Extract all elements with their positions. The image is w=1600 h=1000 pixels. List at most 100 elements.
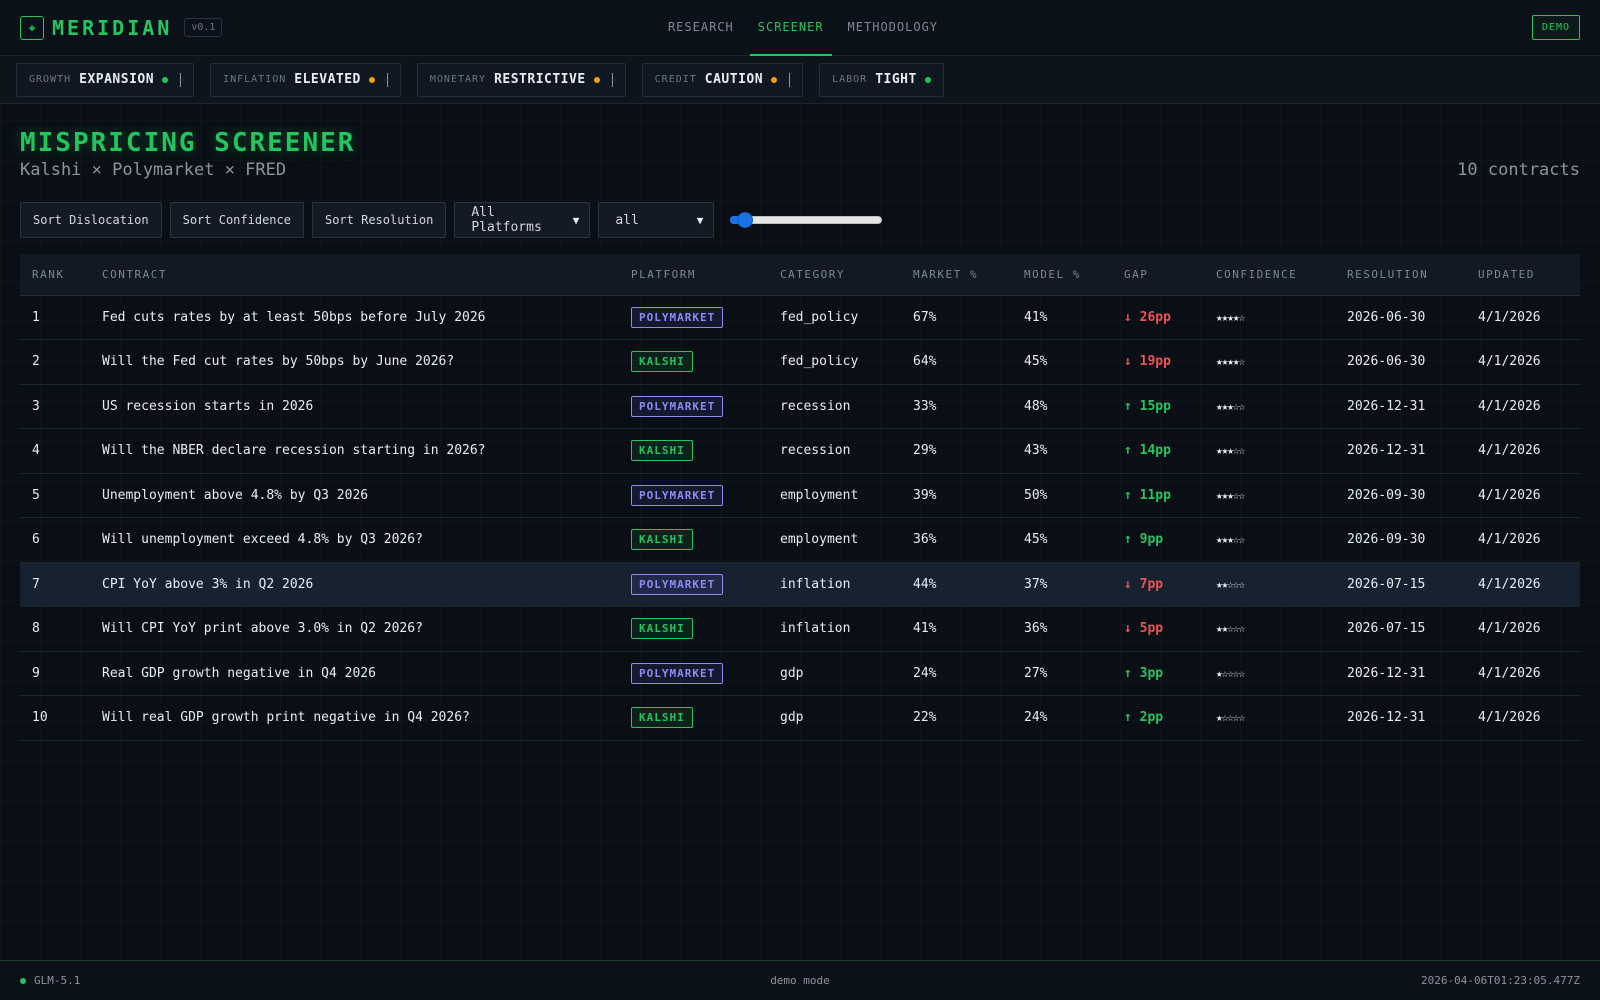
chevron-down-icon: ▼ [572, 213, 580, 227]
gap-value: ↑ 15pp [1124, 398, 1171, 414]
threshold-slider[interactable] [730, 202, 883, 238]
tab-methodology[interactable]: METHODOLOGY [847, 20, 939, 34]
star-rating-icon: ★★★☆☆ [1216, 488, 1245, 502]
platform-badge: KALSHI [631, 618, 693, 640]
gap-value: ↑ 9pp [1124, 532, 1164, 548]
gap-value: ↑ 3pp [1124, 665, 1164, 681]
platform-select[interactable]: All Platforms ▼ [454, 202, 591, 238]
cell-rank: 3 [20, 384, 90, 429]
cell-confidence: ★★☆☆☆ [1204, 562, 1335, 607]
star-rating-icon: ★★☆☆☆ [1216, 622, 1245, 636]
category-select[interactable]: all ▼ [598, 202, 715, 238]
platform-badge: POLYMARKET [631, 395, 724, 417]
tab-research[interactable]: RESEARCH [667, 20, 734, 34]
cell-confidence: ★★★☆☆ [1204, 517, 1335, 563]
cell-rank: 10 [20, 695, 90, 741]
gap-value: ↑ 11pp [1124, 487, 1171, 503]
table-row[interactable]: 7 CPI YoY above 3% in Q2 2026 POLYMARKET in… [20, 562, 1580, 607]
col-updated[interactable]: UPDATED [1466, 254, 1580, 296]
cell-updated: 4/1/2026 [1466, 339, 1580, 385]
slider-thumb[interactable] [737, 212, 754, 228]
nav-tabs: RESEARCH SCREENER METHODOLOGY [0, 0, 1600, 56]
cell-resolution: 2026-07-15 [1335, 562, 1466, 607]
cell-market: 36% [901, 517, 1012, 563]
cell-market: 24% [901, 651, 1012, 696]
cell-confidence: ★★☆☆☆ [1204, 606, 1335, 652]
cell-category: gdp [768, 695, 901, 741]
regime-value: RESTRICTIVE [494, 72, 586, 87]
regime-chip-monetary[interactable]: MONETARY RESTRICTIVE [416, 62, 626, 97]
cell-platform: KALSHI [619, 606, 768, 652]
cell-confidence: ★★★★☆ [1204, 339, 1335, 385]
star-rating-icon: ★★★☆☆ [1216, 444, 1245, 458]
cell-category: fed_policy [768, 339, 901, 385]
cell-market: 29% [901, 428, 1012, 474]
sort-resolution-button[interactable]: Sort Resolution [311, 202, 447, 238]
cell-updated: 4/1/2026 [1466, 428, 1580, 474]
cell-resolution: 2026-07-15 [1335, 606, 1466, 652]
cell-model: 24% [1012, 695, 1112, 741]
table-row[interactable]: 5 Unemployment above 4.8% by Q3 2026 POLYM… [20, 473, 1580, 518]
cell-gap: ↑ 15pp [1112, 384, 1204, 429]
col-resolution[interactable]: RESOLUTION [1335, 254, 1466, 296]
tab-screener[interactable]: SCREENER [749, 0, 832, 56]
sort-dislocation-button[interactable]: Sort Dislocation [20, 202, 162, 238]
regime-chip-growth[interactable]: GROWTH EXPANSION [16, 62, 195, 97]
divider [611, 72, 613, 87]
star-rating-icon: ★★★☆☆ [1216, 399, 1245, 413]
col-rank[interactable]: RANK [20, 254, 90, 296]
cell-resolution: 2026-12-31 [1335, 695, 1466, 741]
cell-rank: 2 [20, 339, 90, 385]
table-row[interactable]: 6 Will unemployment exceed 4.8% by Q3 202… [20, 517, 1580, 563]
mode-label: demo mode [770, 974, 830, 987]
cell-updated: 4/1/2026 [1466, 473, 1580, 518]
status-dot-icon [924, 76, 931, 83]
cell-model: 45% [1012, 517, 1112, 563]
table-row[interactable]: 2 Will the Fed cut rates by 50bps by June… [20, 339, 1580, 385]
platform-select-value: All Platforms [471, 205, 542, 235]
cell-resolution: 2026-09-30 [1335, 517, 1466, 563]
gap-value: ↑ 2pp [1124, 710, 1164, 726]
col-gap[interactable]: GAP [1112, 254, 1204, 296]
brand[interactable]: ◈ MERIDIAN v0.1 [20, 15, 223, 40]
status-dot-icon [162, 76, 169, 83]
table-row[interactable]: 4 Will the NBER declare recession startin… [20, 428, 1580, 474]
cell-market: 41% [901, 606, 1012, 652]
platform-badge: POLYMARKET [631, 573, 724, 595]
star-rating-icon: ★☆☆☆☆ [1216, 666, 1245, 680]
table-row[interactable]: 9 Real GDP growth negative in Q4 2026 POLY… [20, 651, 1580, 696]
sort-confidence-button[interactable]: Sort Confidence [169, 202, 304, 238]
cell-gap: ↑ 9pp [1112, 517, 1204, 563]
table-row[interactable]: 3 US recession starts in 2026 POLYMARKET re… [20, 384, 1580, 429]
table-row[interactable]: 8 Will CPI YoY print above 3.0% in Q2 202… [20, 606, 1580, 652]
slider-track [730, 216, 883, 224]
cell-category: employment [768, 473, 901, 518]
table-row[interactable]: 10 Will real GDP growth print negative in… [20, 695, 1580, 741]
col-confidence[interactable]: CONFIDENCE [1204, 254, 1335, 296]
platform-badge: POLYMARKET [631, 484, 724, 506]
col-platform[interactable]: PLATFORM [619, 254, 768, 296]
status-dot-icon [368, 76, 375, 83]
cell-model: 41% [1012, 295, 1112, 340]
logo-icon: ◈ [20, 15, 44, 40]
col-category[interactable]: CATEGORY [768, 254, 901, 296]
cell-gap: ↑ 2pp [1112, 695, 1204, 741]
cell-model: 27% [1012, 651, 1112, 696]
cell-confidence: ★★★☆☆ [1204, 428, 1335, 474]
table-row[interactable]: 1 Fed cuts rates by at least 50bps before… [20, 295, 1580, 340]
cell-contract: Will the NBER declare recession starting… [90, 428, 619, 474]
cell-platform: KALSHI [619, 339, 768, 385]
star-rating-icon: ★★☆☆☆ [1216, 577, 1245, 591]
regime-chip-labor[interactable]: LABOR TIGHT [819, 62, 944, 97]
cell-rank: 1 [20, 295, 90, 340]
col-model[interactable]: MODEL % [1012, 254, 1112, 296]
demo-button[interactable]: DEMO [1531, 15, 1580, 40]
col-market[interactable]: MARKET % [901, 254, 1012, 296]
col-contract[interactable]: CONTRACT [90, 254, 619, 296]
cell-confidence: ★★★☆☆ [1204, 473, 1335, 518]
regime-key: CREDIT [654, 74, 697, 85]
cell-resolution: 2026-06-30 [1335, 295, 1466, 340]
regime-chip-inflation[interactable]: INFLATION ELEVATED [210, 62, 401, 97]
chevron-down-icon: ▼ [696, 213, 704, 227]
regime-chip-credit[interactable]: CREDIT CAUTION [641, 62, 804, 97]
